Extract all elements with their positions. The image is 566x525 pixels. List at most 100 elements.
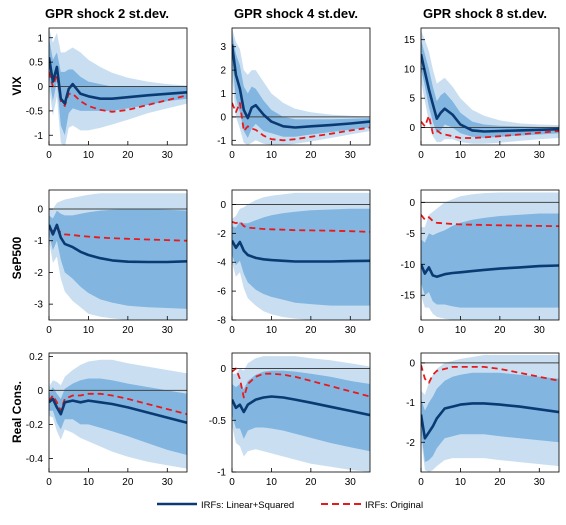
panel-r3-c1: 0 10 20 30 -0.4 -0.2 0 0.2 [26, 352, 188, 488]
panel-r1-c3-ytick-label: 15 [404, 35, 416, 46]
legend-label-linear-squared: IRFs: Linear+Squared [201, 500, 294, 511]
panel-r2-c2-ytick-label: -4 [217, 258, 226, 269]
panel-r2-c1: 0 10 20 30 -3 -2 -1 0 [34, 189, 188, 336]
row-label-sep500: SeP500 [10, 236, 24, 279]
panel-r3-c2-plot-area [232, 356, 370, 472]
panel-r2-c3-ytick-label: -15 [401, 291, 416, 302]
panel-r1-c2-xtick-label: 10 [266, 150, 278, 161]
panel-r3-c1-ytick-label: 0 [37, 386, 43, 397]
panel-r3-c3-inner-band [421, 372, 559, 463]
panel-r2-c3-original-irf-line [421, 214, 559, 228]
panel-r3-c3-axes-frame [420, 352, 560, 473]
panel-r3-c2-original-irf-line [232, 367, 370, 399]
panel-r1-c3-xtick-label: 0 [418, 150, 424, 161]
panel-r1-c2-ytick-label: 0 [220, 112, 226, 123]
panel-r1-c3-ytick-label: 0 [409, 123, 415, 134]
panel-r2-c3-xtick-label: 0 [418, 325, 424, 336]
panel-r3-c2: 0 10 20 30 -1 -0.5 0 [209, 352, 371, 488]
panel-r3-c2-ytick-label: -0.5 [209, 416, 227, 427]
panel-r3-c1-ytick-label: 0.2 [29, 352, 43, 363]
panel-r1-c3-linear-squared-irf-line [421, 54, 559, 133]
panel-r1-c2-ytick-label: 1 [220, 89, 226, 100]
panel-r3-c1-ytick-label: -0.4 [26, 454, 44, 465]
panel-r1-c3-xtick-label: 20 [494, 150, 506, 161]
panel-r3-c1-xtick-label: 20 [122, 477, 134, 488]
panel-r3-c3-linear-squared-irf-line [421, 402, 559, 440]
panel-r3-c3-ytick-label: -2 [406, 438, 415, 449]
panel-r2-c3: 0 10 20 30 -15 -10 -5 0 [401, 189, 560, 336]
panel-r1-c2-plot-area [232, 28, 370, 145]
panel-r2-c2-xtick-label: 30 [345, 325, 357, 336]
panel-r1-c1-ytick-label: -1 [34, 131, 43, 142]
panel-r1-c1-plot-area [49, 28, 187, 145]
panel-r2-c2-plot-area [232, 192, 370, 320]
panel-r1-c1-xtick-label: 30 [162, 150, 174, 161]
panel-r1-c1-original-irf-line [49, 71, 187, 113]
panel-r3-c1-ytick-label: -0.2 [26, 420, 44, 431]
panel-r1-c3-ytick-label: 5 [409, 94, 415, 105]
panel-r2-c2-ytick-label: 0 [220, 200, 226, 211]
panel-r3-c3-plot-area [421, 355, 559, 472]
panel-r2-c3-ytick-label: -5 [406, 229, 415, 240]
panel-r3-c3-xtick-label: 0 [418, 477, 424, 488]
panel-r2-c3-plot-area [421, 192, 559, 320]
panel-r1-c2-original-irf-line [232, 102, 370, 142]
panel-r2-c1-ytick-label: 0 [37, 205, 43, 216]
panel-r2-c2-ytick-label: -6 [217, 287, 226, 298]
panel-r1-c3: 0 10 20 30 0 5 10 15 [404, 27, 560, 161]
column-titles: GPR shock 2 st.dev. GPR shock 4 st.dev. … [45, 6, 547, 21]
panel-r2-c2-xtick-label: 20 [305, 325, 317, 336]
panel-r1-c1-linear-squared-irf-line [49, 57, 187, 105]
panel-r1-c3-plot-area [421, 30, 559, 144]
panel-r3-c3-xtick-label: 10 [455, 477, 467, 488]
column-title-2: GPR shock 4 st.dev. [234, 6, 358, 21]
panel-r2-c3-xtick-label: 30 [534, 325, 546, 336]
panel-r1-c2-axes-frame [231, 27, 371, 146]
panel-r2-c1-plot-area [49, 193, 187, 320]
panel-r1-c1-ytick-label: 0 [37, 82, 43, 93]
panel-r1-c2-ytick-label: -1 [217, 136, 226, 147]
panel-r1-c3-xtick-label: 10 [455, 150, 467, 161]
panel-r2-c1-inner-band [49, 209, 187, 309]
panel-r1-c3-original-irf-line [421, 114, 559, 139]
panel-r1-c3-xtick-label: 30 [534, 150, 546, 161]
panel-r3-c1-xtick-label: 10 [83, 477, 95, 488]
panel-r3-c2-ytick-label: 0 [220, 364, 226, 375]
panel-r2-c2-axes-frame [231, 189, 371, 321]
panel-r2-c3-xtick-label: 10 [455, 325, 467, 336]
panel-r1-c2-xtick-label: 0 [229, 150, 235, 161]
panel-r1-c2-xtick-label: 20 [305, 150, 317, 161]
panel-r2-c3-xtick-label: 20 [494, 325, 506, 336]
panel-r1-c1: 0 10 20 30 -1 -0.5 0 0.5 1 [26, 27, 188, 161]
panel-r2-c2: 0 10 20 30 -8 -6 -4 -2 0 [217, 189, 371, 336]
panel-r1-c1-xtick-label: 20 [122, 150, 134, 161]
panel-r3-c2-linear-squared-irf-line [232, 395, 370, 417]
panel-r3-c2-xtick-label: 20 [305, 477, 317, 488]
row-labels: VIX SeP500 Real Cons. [10, 76, 24, 443]
panel-r1-c2-ytick-label: 3 [220, 42, 226, 53]
panel-r2-c1-linear-squared-irf-line [49, 223, 187, 264]
panel-r2-c1-xtick-label: 10 [83, 325, 95, 336]
row-label-vix: VIX [10, 76, 24, 95]
panel-r2-c2-linear-squared-irf-line [232, 239, 370, 263]
panel-r2-c2-inner-band [232, 208, 370, 306]
panel-r3-c1-xtick-label: 30 [162, 477, 174, 488]
row-label-real-cons: Real Cons. [10, 381, 24, 443]
panel-r3-c1-axes-frame [48, 352, 188, 473]
panel-r2-c1-xtick-label: 30 [162, 325, 174, 336]
panel-r2-c3-ytick-label: -10 [401, 260, 416, 271]
panel-r3-c3-original-irf-line [421, 364, 559, 384]
legend-label-original: IRFs: Original [365, 500, 423, 511]
panel-r3-c1-inner-band [49, 378, 187, 455]
column-title-3: GPR shock 8 st.dev. [423, 6, 547, 21]
panel-r3-c3-ytick-label: 0 [409, 358, 415, 369]
panel-r2-c3-axes-frame [420, 189, 560, 321]
panel-r2-c3-inner-band [421, 213, 559, 308]
panel-r1-c3-ytick-label: 10 [404, 64, 416, 75]
panel-r3-c3-xtick-label: 20 [494, 477, 506, 488]
panel-r1-c2-linear-squared-irf-line [232, 44, 370, 129]
panel-r3-c1-linear-squared-irf-line [49, 397, 187, 424]
